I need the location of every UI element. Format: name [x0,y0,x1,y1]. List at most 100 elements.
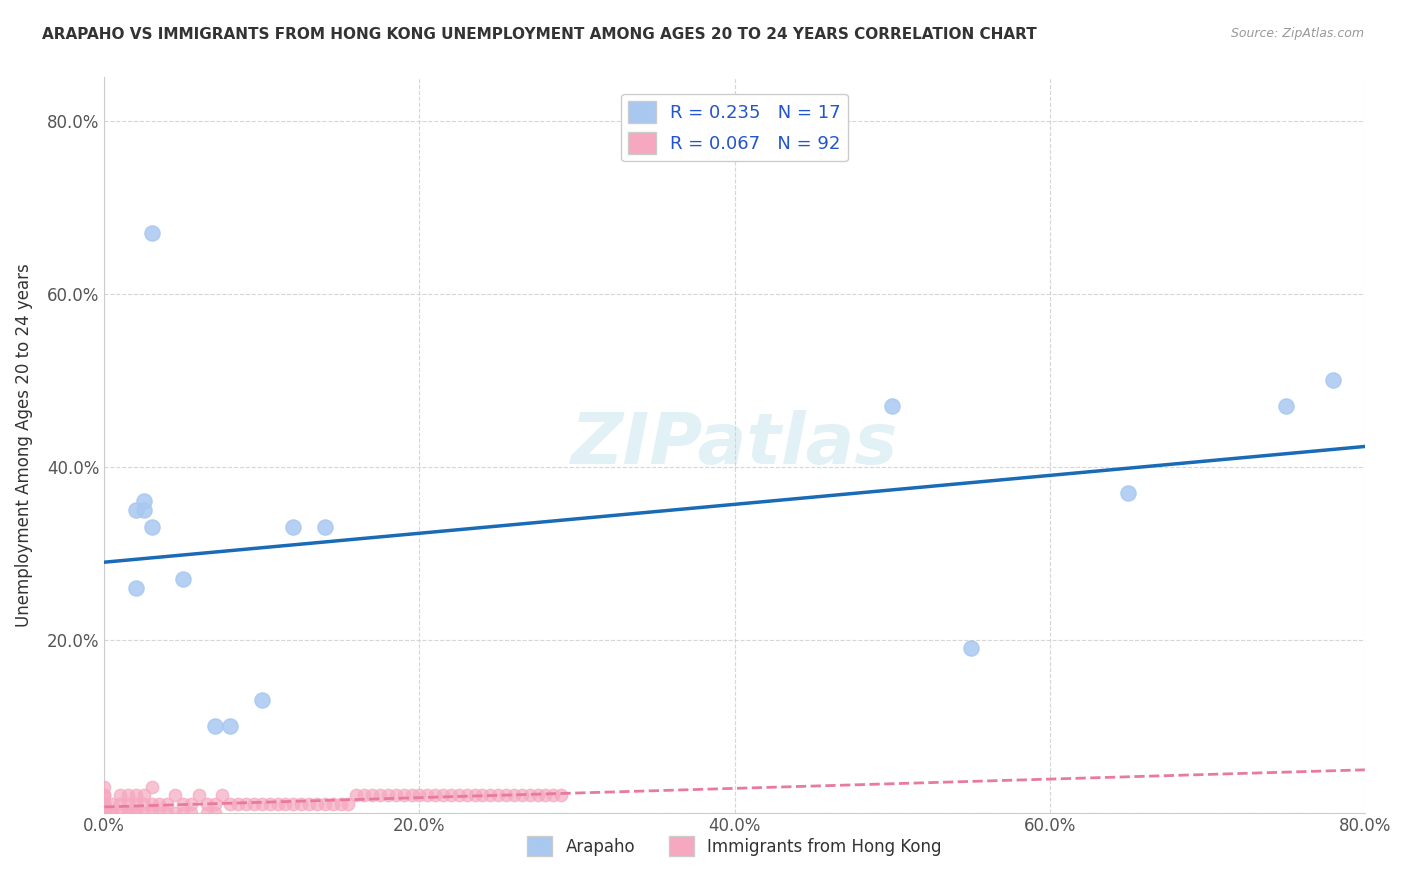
Point [165,805,187,820]
Point [377,789,399,803]
Point [219,719,242,733]
Point [329,797,352,811]
Point [204,805,226,820]
Point [416,789,439,803]
Point [290,797,312,811]
Point [314,797,336,811]
Point [266,797,288,811]
Point [204,797,226,811]
Point [93,789,115,803]
Point [156,797,179,811]
Point [226,797,249,811]
Point [503,789,526,803]
Point [132,494,155,508]
Point [519,789,541,803]
Point [274,797,297,811]
Point [235,797,257,811]
Point [401,789,423,803]
Point [93,797,115,811]
Point [344,789,367,803]
Point [353,789,375,803]
Point [305,797,328,811]
Point [132,503,155,517]
Point [93,797,115,811]
Point [440,789,463,803]
Point [195,805,218,820]
Point [259,797,281,811]
Point [510,789,533,803]
Point [250,797,273,811]
Point [456,789,478,803]
Point [408,789,430,803]
Point [108,805,131,820]
Point [534,789,557,803]
Point [195,797,218,811]
Point [93,805,115,820]
Point [180,797,202,811]
Point [1118,485,1140,500]
Point [125,797,148,811]
Y-axis label: Unemployment Among Ages 20 to 24 years: Unemployment Among Ages 20 to 24 years [15,263,32,627]
Point [132,797,155,811]
Point [880,399,903,413]
Point [125,789,148,803]
Point [117,805,139,820]
Point [117,805,139,820]
Point [141,226,163,240]
Point [283,797,305,811]
Point [204,719,226,733]
Point [93,805,115,820]
Point [165,789,187,803]
Point [543,789,565,803]
Point [219,797,242,811]
Point [479,789,502,803]
Point [172,797,194,811]
Point [172,805,194,820]
Point [960,641,983,656]
Point [93,805,115,820]
Point [423,789,446,803]
Point [337,797,360,811]
Point [471,789,494,803]
Text: ARAPAHO VS IMMIGRANTS FROM HONG KONG UNEMPLOYMENT AMONG AGES 20 TO 24 YEARS CORR: ARAPAHO VS IMMIGRANTS FROM HONG KONG UNE… [42,27,1038,42]
Point [117,789,139,803]
Point [132,805,155,820]
Point [156,805,179,820]
Point [93,805,115,820]
Point [526,789,548,803]
Text: Source: ZipAtlas.com: Source: ZipAtlas.com [1230,27,1364,40]
Point [368,789,391,803]
Point [141,780,163,794]
Point [93,805,115,820]
Point [495,789,517,803]
Point [1275,399,1298,413]
Point [141,805,163,820]
Legend: Arapaho, Immigrants from Hong Kong: Arapaho, Immigrants from Hong Kong [520,830,948,863]
Point [93,789,115,803]
Point [93,805,115,820]
Point [298,797,321,811]
Point [172,572,194,586]
Point [283,520,305,534]
Point [148,805,170,820]
Point [314,520,336,534]
Point [550,789,572,803]
Point [117,797,139,811]
Point [384,789,406,803]
Point [447,789,470,803]
Point [486,789,509,803]
Point [322,797,344,811]
Point [180,805,202,820]
Point [141,797,163,811]
Point [125,805,148,820]
Point [125,503,148,517]
Point [464,789,486,803]
Point [432,789,454,803]
Point [101,805,124,820]
Point [93,805,115,820]
Point [1322,373,1344,387]
Point [125,581,148,595]
Point [132,789,155,803]
Point [187,789,209,803]
Point [125,805,148,820]
